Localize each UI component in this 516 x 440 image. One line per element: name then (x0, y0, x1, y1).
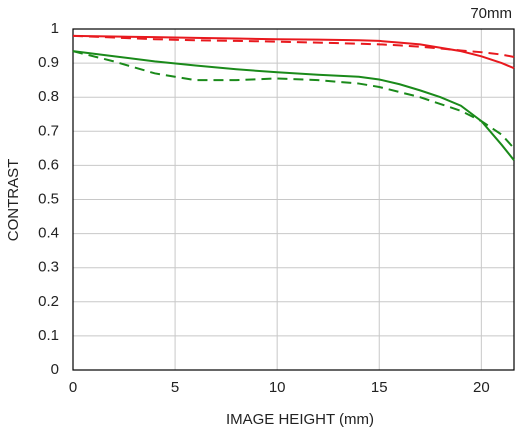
data-line (72, 34, 515, 58)
y-tick-label: 0.1 (38, 327, 59, 344)
y-tick-label: 0.5 (38, 190, 59, 207)
data-line (72, 34, 515, 70)
y-axis-label: CONTRAST (5, 159, 22, 242)
y-tick-label: 0.4 (38, 225, 59, 242)
y-tick-label: 0.9 (38, 54, 59, 71)
x-tick-label: 10 (269, 379, 286, 396)
x-axis-label: IMAGE HEIGHT (mm) (226, 411, 374, 428)
y-tick-label: 1 (51, 20, 59, 37)
plot-frame (72, 28, 515, 371)
y-tick-label: 0.3 (38, 259, 59, 276)
x-tick-label: 20 (473, 379, 490, 396)
y-tick-label: 0.6 (38, 156, 59, 173)
y-tick-label: 0.7 (38, 122, 59, 139)
x-tick-label: 0 (69, 379, 77, 396)
x-tick-label: 15 (371, 379, 388, 396)
data-line (72, 50, 515, 150)
y-tick-label: 0.2 (38, 293, 59, 310)
y-tick-label: 0.8 (38, 88, 59, 105)
y-tick-label: 0 (51, 361, 59, 378)
data-line (72, 50, 515, 161)
x-tick-label: 5 (171, 379, 179, 396)
chart-title: 70mm (470, 5, 512, 22)
